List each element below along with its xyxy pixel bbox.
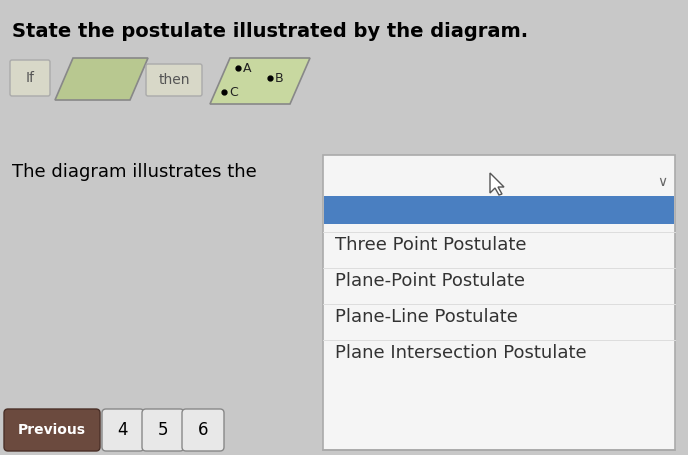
Text: The diagram illustrates the: The diagram illustrates the [12,163,257,181]
Text: Plane-Point Postulate: Plane-Point Postulate [335,272,525,290]
Polygon shape [490,173,504,195]
Text: Previous: Previous [18,423,86,437]
FancyBboxPatch shape [182,409,224,451]
Polygon shape [210,58,310,104]
Text: B: B [275,71,283,85]
Text: 5: 5 [158,421,169,439]
FancyBboxPatch shape [323,155,675,450]
Text: 4: 4 [118,421,128,439]
FancyBboxPatch shape [146,64,202,96]
Text: Plane Intersection Postulate: Plane Intersection Postulate [335,344,587,362]
Text: then: then [158,73,190,87]
Text: A: A [243,61,252,75]
Text: Three Point Postulate: Three Point Postulate [335,236,526,254]
Text: C: C [229,86,238,98]
FancyBboxPatch shape [102,409,144,451]
FancyBboxPatch shape [142,409,184,451]
Text: Plane-Line Postulate: Plane-Line Postulate [335,308,518,326]
Text: If: If [25,71,34,85]
Text: 6: 6 [197,421,208,439]
FancyBboxPatch shape [4,409,100,451]
FancyBboxPatch shape [324,196,674,224]
Text: State the postulate illustrated by the diagram.: State the postulate illustrated by the d… [12,22,528,41]
Polygon shape [55,58,148,100]
Text: ∨: ∨ [657,175,667,189]
FancyBboxPatch shape [10,60,50,96]
